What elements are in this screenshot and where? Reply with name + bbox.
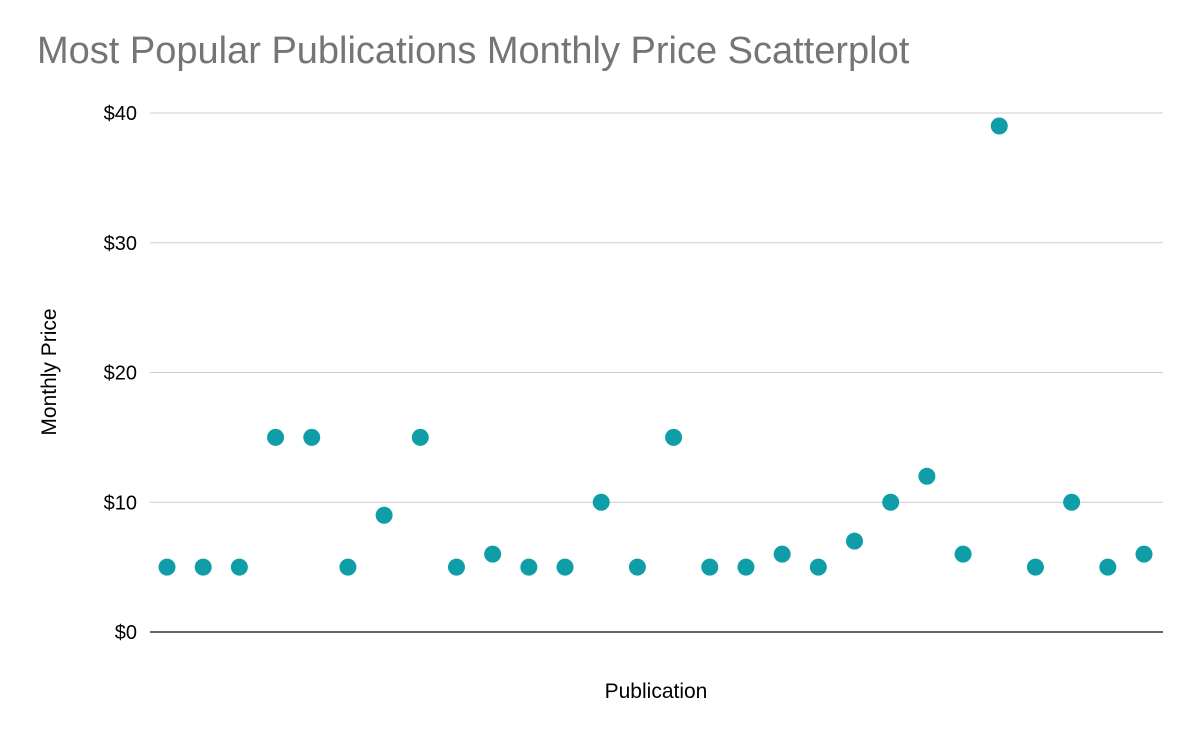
data-point bbox=[194, 558, 212, 576]
y-tick-label: $40 bbox=[104, 103, 137, 125]
data-point bbox=[592, 493, 610, 511]
data-point bbox=[267, 428, 285, 446]
data-point bbox=[556, 558, 574, 576]
data-point bbox=[954, 545, 972, 563]
y-tick-label: $10 bbox=[104, 492, 137, 514]
data-point bbox=[665, 428, 683, 446]
data-point bbox=[375, 506, 393, 524]
data-point bbox=[230, 558, 248, 576]
y-axis-title: Monthly Price bbox=[38, 308, 61, 435]
data-point bbox=[520, 558, 538, 576]
data-point bbox=[846, 532, 864, 550]
data-point bbox=[1063, 493, 1081, 511]
data-point bbox=[339, 558, 357, 576]
data-point bbox=[303, 428, 321, 446]
data-point bbox=[484, 545, 502, 563]
data-point bbox=[1135, 545, 1153, 563]
data-point bbox=[158, 558, 176, 576]
data-point bbox=[628, 558, 646, 576]
chart-title: Most Popular Publications Monthly Price … bbox=[37, 30, 910, 72]
data-points bbox=[158, 117, 1153, 576]
data-point bbox=[882, 493, 900, 511]
data-point bbox=[737, 558, 755, 576]
data-point bbox=[809, 558, 827, 576]
x-axis-title: Publication bbox=[605, 680, 708, 703]
y-tick-label: $0 bbox=[115, 622, 137, 644]
data-point bbox=[918, 467, 936, 485]
y-tick-label: $20 bbox=[104, 363, 137, 385]
data-point bbox=[701, 558, 719, 576]
data-point bbox=[773, 545, 791, 563]
data-point bbox=[1099, 558, 1117, 576]
data-point bbox=[447, 558, 465, 576]
data-point bbox=[411, 428, 429, 446]
data-point bbox=[990, 117, 1008, 135]
y-tick-labels: $0 $10 $20 $30 $40 bbox=[104, 103, 137, 644]
data-point bbox=[1026, 558, 1044, 576]
y-tick-label: $30 bbox=[104, 233, 137, 255]
gridlines bbox=[150, 112, 1163, 633]
